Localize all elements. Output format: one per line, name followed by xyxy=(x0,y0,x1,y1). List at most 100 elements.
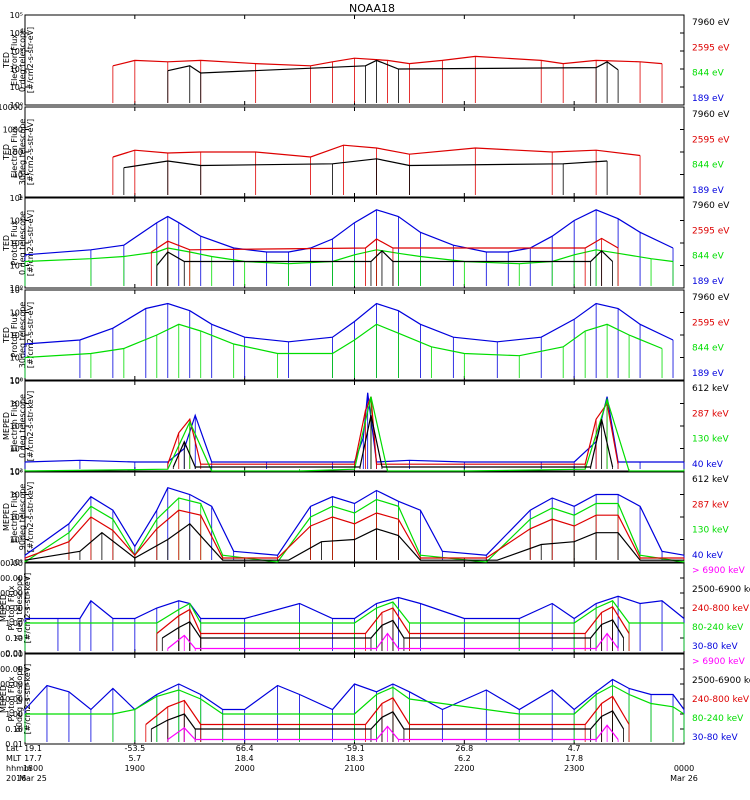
legend-entry: 130 keV xyxy=(692,526,729,536)
panel-3: 10⁰ 10¹ 10² 10³ 10⁴ TEDProton Flux0 deg teles… xyxy=(2,194,730,293)
legend-entry: 189 eV xyxy=(692,369,725,379)
y-tick-label: 0.01 xyxy=(5,740,23,749)
y-tick-label: 100 xyxy=(8,148,23,157)
y-tick-label: 10⁰ xyxy=(10,376,23,385)
footer-value: 26.8 xyxy=(455,744,473,753)
y-tick-label: 0.10 xyxy=(5,634,23,643)
y-tick-label: 10² xyxy=(10,239,23,248)
footer-value: 19.1 xyxy=(24,744,42,753)
legend-entry: 240-800 keV xyxy=(692,604,750,614)
legend-entry: 287 keV xyxy=(692,500,729,510)
series-2-line xyxy=(123,158,608,169)
y-tick-label: 10⁵ xyxy=(10,491,23,500)
y-tick-label: 10³ xyxy=(10,217,23,226)
footer-value: 17.8 xyxy=(565,754,583,763)
legend-entry: 189 eV xyxy=(692,186,725,196)
footer-value: 5.7 xyxy=(128,754,141,763)
legend-entry: 7960 eV xyxy=(692,110,730,120)
footer-value: 2300 xyxy=(564,764,584,773)
y-tick-label: 10.00 xyxy=(0,695,23,704)
footer-row-label: 2016 xyxy=(6,774,26,783)
y-tick-label: 10¹ xyxy=(10,354,23,363)
footer-value: 0000 xyxy=(674,764,694,773)
legend-entry: 2595 eV xyxy=(692,135,730,145)
legend-entry: 40 keV xyxy=(692,460,724,470)
y-tick-label: 10¹ xyxy=(10,262,23,271)
y-tick-label: 10² xyxy=(10,467,23,476)
y-tick-label: 10³ xyxy=(10,309,23,318)
series-2-line xyxy=(167,396,619,465)
y-tick-label: 10⁵ xyxy=(10,11,23,20)
footer-value: Mar 25 xyxy=(19,774,47,783)
series-3-line xyxy=(145,695,630,726)
footer-value: 4.7 xyxy=(568,744,581,753)
y-tick-label: 10¹ xyxy=(10,83,23,92)
footer-value: 1800 xyxy=(23,764,43,773)
panel-2: 1 10 100 1000 10000 TEDElectron Flux30deg tel… xyxy=(0,103,730,202)
series-1-line xyxy=(24,302,674,345)
panel-5: 10² 10³ 10⁴ 10⁵ 10⁶ MEPEDElectron Flux0 deg t… xyxy=(2,377,729,476)
legend-entry: 30-80 keV xyxy=(692,642,738,652)
legend-entry: 7960 eV xyxy=(692,18,730,28)
panel-6: 10² 10³ 10⁴ 10⁵ 10⁶ MEPEDElectron Flux90deg t… xyxy=(2,468,729,567)
series-3-line xyxy=(150,237,619,253)
y-tick-label: 10000.00 xyxy=(0,650,23,659)
y-tick-label: 10.00 xyxy=(0,604,23,613)
legend-entry: 2595 eV xyxy=(692,43,730,53)
footer-row-label: MLT xyxy=(6,754,21,763)
y-tick-label: 10 xyxy=(13,171,23,180)
series-2-line xyxy=(25,600,684,624)
y-axis-label: MEPEDProton Flux90deg telescope[#/cm2-s-… xyxy=(0,664,32,735)
series-3-line xyxy=(156,606,630,635)
footer-value: 2000 xyxy=(234,764,254,773)
legend-entry: 80-240 keV xyxy=(692,714,744,724)
series-2-line xyxy=(24,497,685,563)
y-tick-label: 0.10 xyxy=(5,725,23,734)
footer-value: 6.2 xyxy=(458,754,471,763)
y-tick-label: 10³ xyxy=(10,445,23,454)
y-tick-label: 10⁴ xyxy=(10,422,23,431)
footer-value: Mar 26 xyxy=(670,774,698,783)
y-axis-label: TEDElectron Flux0 deg telescope[#/cm2-s-… xyxy=(2,27,35,93)
y-tick-label: 10⁴ xyxy=(10,29,23,38)
legend-entry: 7960 eV xyxy=(692,293,730,303)
series-2-line xyxy=(25,684,685,715)
legend-entry: 2500-6900 keV xyxy=(692,676,750,686)
legend-entry: 40 keV xyxy=(692,551,724,561)
y-tick-label: 10³ xyxy=(10,47,23,56)
legend-entry: 844 eV xyxy=(692,161,725,171)
panel-8: 0.01 0.10 1.00 10.00 100.00 1000.00 10000.00 ME… xyxy=(0,650,750,749)
series-4-line xyxy=(151,710,625,730)
legend-entry: 80-240 keV xyxy=(692,623,744,633)
series-3-line xyxy=(24,396,684,472)
legend-entry: 287 keV xyxy=(692,409,729,419)
legend-entry: > 6900 keV xyxy=(692,657,746,667)
y-tick-label: 10000.00 xyxy=(0,559,23,568)
panel-1: 10⁰ 10¹ 10² 10³ 10⁴ 10⁵ TEDElectron Flux0 deg … xyxy=(2,11,730,110)
footer-value: 18.4 xyxy=(236,754,254,763)
legend-entry: 612 keV xyxy=(692,475,729,485)
legend-entry: 612 keV xyxy=(692,384,729,394)
footer-value: 2200 xyxy=(454,764,474,773)
y-tick-label: 10⁴ xyxy=(10,513,23,522)
y-tick-label: 10³ xyxy=(10,536,23,545)
series-2-line xyxy=(24,323,663,359)
legend-entry: 130 keV xyxy=(692,435,729,445)
y-axis-label: TEDProton Flux30deg telescope[#/cm2-s-st… xyxy=(2,302,35,369)
y-tick-label: 1000.00 xyxy=(0,574,23,583)
y-tick-label: 10000 xyxy=(0,103,23,112)
footer-value: 17.7 xyxy=(24,754,42,763)
y-tick-label: 10² xyxy=(10,65,23,74)
footer-value: 66.4 xyxy=(236,744,254,753)
legend-entry: 2500-6900 keV xyxy=(692,585,750,595)
legend-entry: 189 eV xyxy=(692,277,725,287)
panel-4: 10⁰ 10¹ 10² 10³ 10⁴ TEDProton Flux30deg teles… xyxy=(2,286,730,385)
panel-7: 0.01 0.10 1.00 10.00 100.00 1000.00 10000.00 ME… xyxy=(0,559,750,658)
y-axis-label: MEPEDElectron Flux90deg telescope[#/cm2-… xyxy=(2,482,35,553)
y-tick-label: 10⁶ xyxy=(10,377,23,386)
legend-entry: 2595 eV xyxy=(692,318,730,328)
series-1-line xyxy=(112,55,663,67)
footer-value: -53.5 xyxy=(124,744,145,753)
